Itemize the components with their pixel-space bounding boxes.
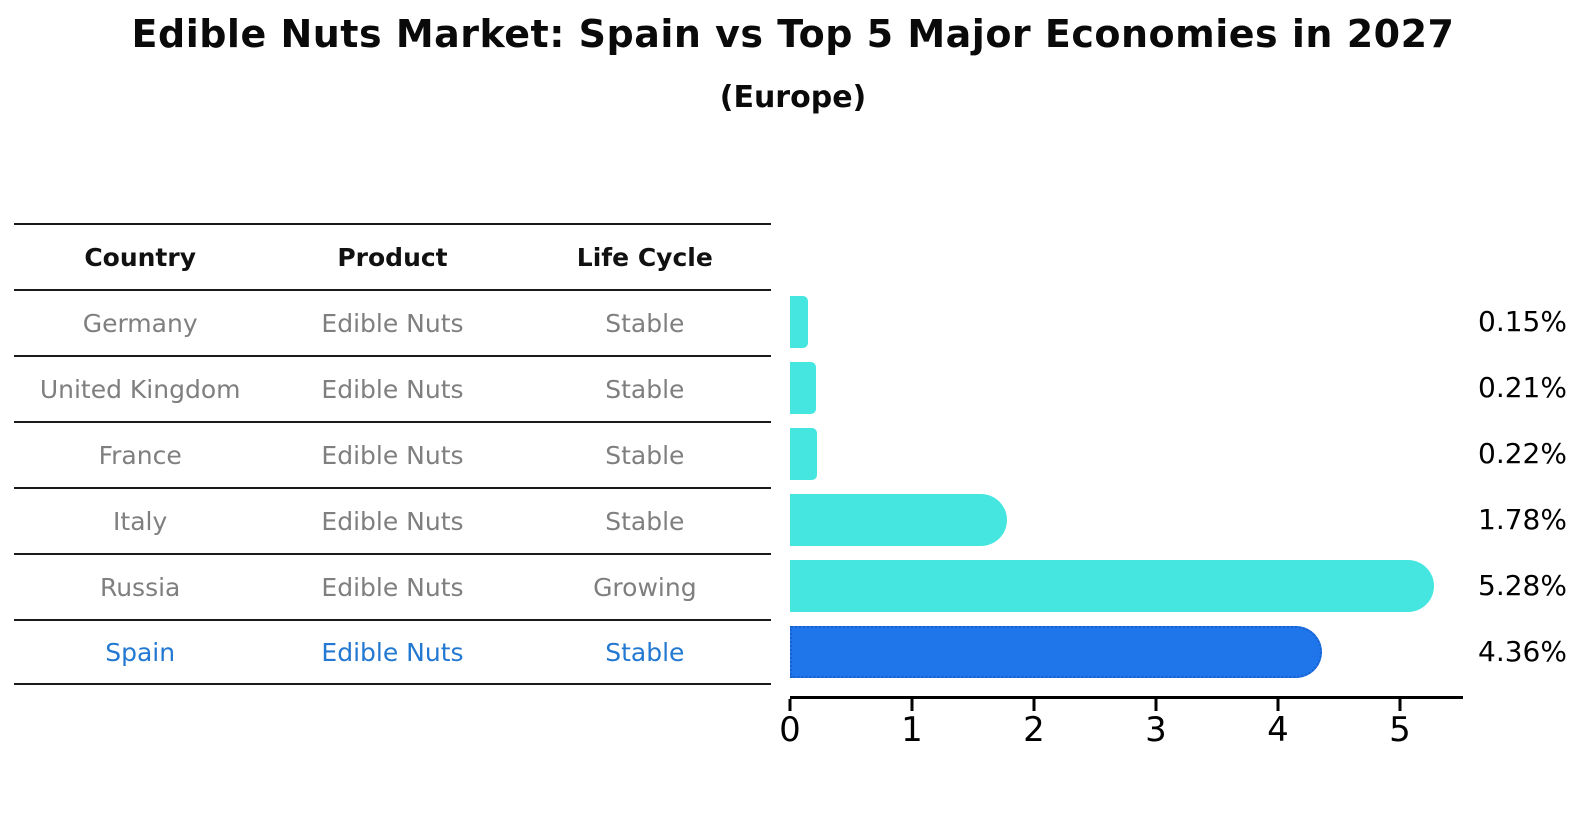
x-axis-tick (788, 699, 792, 711)
x-axis-tick (910, 699, 914, 711)
cell-product: Edible Nuts (321, 440, 464, 470)
bar-germany (790, 296, 809, 348)
value-label-russia: 5.28% (1478, 569, 1567, 602)
cell-life-cycle: Stable (605, 308, 685, 338)
x-axis-line (790, 696, 1463, 699)
x-axis-tick (1276, 699, 1280, 711)
cell-life-cycle: Growing (593, 572, 697, 602)
x-axis-tick-label: 0 (779, 710, 801, 750)
x-axis-tick (1032, 699, 1036, 711)
cell-product: Edible Nuts (321, 637, 464, 667)
cell-life-cycle: Stable (605, 637, 685, 667)
value-label-france: 0.22% (1478, 437, 1567, 470)
column-header-product: Product (337, 242, 448, 272)
bar-row (790, 553, 1470, 619)
value-label-germany: 0.15% (1478, 305, 1567, 338)
cell-product: Edible Nuts (321, 572, 464, 602)
bar-spain-highlighted (790, 626, 1322, 678)
cell-country: Spain (105, 637, 176, 667)
value-label-column: 0.15% 0.21% 0.22% 1.78% 5.28% 4.36% (1478, 289, 1567, 685)
cell-country: Russia (99, 572, 181, 602)
x-axis-tick-label: 5 (1389, 710, 1411, 750)
cell-product: Edible Nuts (321, 308, 464, 338)
bar-united-kingdom (790, 362, 816, 414)
comparison-table: Country Product Life Cycle Germany Edibl… (14, 223, 771, 685)
table-row-germany: Germany Edible Nuts Stable (14, 289, 771, 355)
bar-row (790, 619, 1470, 685)
column-header-life-cycle: Life Cycle (576, 242, 713, 272)
bar-italy (790, 494, 1008, 546)
bar-row (790, 355, 1470, 421)
chart-title: Edible Nuts Market: Spain vs Top 5 Major… (131, 12, 1455, 56)
value-label-spain: 4.36% (1478, 635, 1567, 668)
cell-product: Edible Nuts (321, 506, 464, 536)
table-header-row: Country Product Life Cycle (14, 223, 771, 289)
column-header-country: Country (84, 242, 197, 272)
cell-country: Germany (82, 308, 198, 338)
table-row-russia: Russia Edible Nuts Growing (14, 553, 771, 619)
bar-row (790, 487, 1470, 553)
table-row-france: France Edible Nuts Stable (14, 421, 771, 487)
x-axis-tick (1154, 699, 1158, 711)
cell-country: Italy (113, 506, 168, 536)
x-axis-tick-label: 3 (1145, 710, 1167, 750)
table-row-united-kingdom: United Kingdom Edible Nuts Stable (14, 355, 771, 421)
table-row-italy: Italy Edible Nuts Stable (14, 487, 771, 553)
cell-life-cycle: Stable (605, 374, 685, 404)
x-axis-tick-label: 4 (1267, 710, 1289, 750)
bar-france (790, 428, 817, 480)
bar-row (790, 289, 1470, 355)
value-label-united-kingdom: 0.21% (1478, 371, 1567, 404)
cell-country: France (98, 440, 182, 470)
x-axis: 0 1 2 3 4 5 (779, 696, 1470, 756)
x-axis-tick (1398, 699, 1402, 711)
cell-life-cycle: Stable (605, 506, 685, 536)
cell-life-cycle: Stable (605, 440, 685, 470)
x-axis-tick-label: 2 (1023, 710, 1045, 750)
bar-chart-plot-area (790, 289, 1470, 685)
table-row-spain: Spain Edible Nuts Stable (14, 619, 771, 685)
bar-russia (790, 560, 1435, 612)
bar-row (790, 421, 1470, 487)
chart-subtitle: (Europe) (719, 80, 867, 115)
value-label-italy: 1.78% (1478, 503, 1567, 536)
cell-product: Edible Nuts (321, 374, 464, 404)
x-axis-tick-label: 1 (901, 710, 923, 750)
cell-country: United Kingdom (39, 374, 241, 404)
